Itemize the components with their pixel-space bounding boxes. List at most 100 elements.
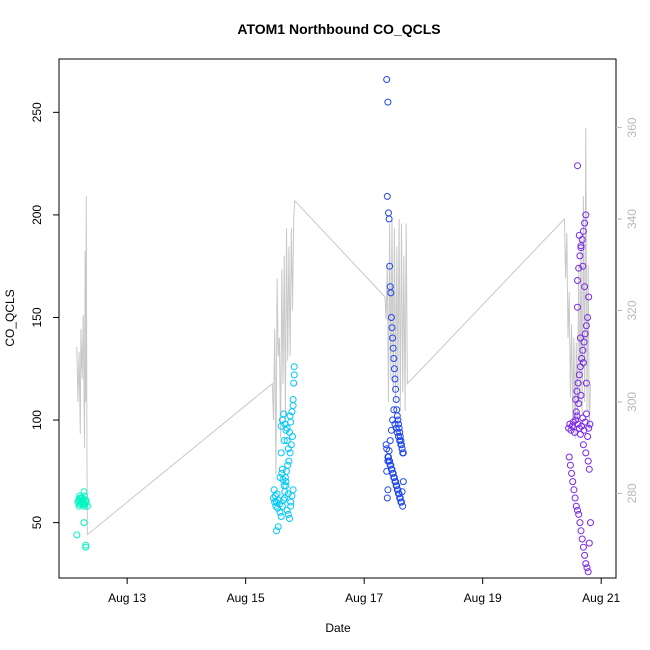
data-point-day20	[573, 412, 581, 420]
data-point-day17	[396, 428, 404, 436]
data-point-day20	[586, 420, 594, 428]
x-axis-label: Date	[325, 621, 351, 635]
y-axis-left: 50 100 150 200 250	[30, 102, 59, 529]
x-tick-label: Aug 19	[464, 591, 502, 605]
data-point-day20	[584, 314, 592, 321]
data-points-layer	[73, 76, 594, 576]
data-point-day20	[567, 426, 575, 434]
data-point-day15	[276, 474, 284, 481]
data-point-day15	[285, 457, 293, 465]
data-point-day20	[565, 453, 573, 461]
data-point-day17	[392, 385, 400, 393]
data-point-day17	[395, 420, 402, 428]
data-point-day15	[290, 379, 298, 387]
data-point-day20	[574, 420, 582, 428]
y2-tick-label: 340	[625, 209, 639, 229]
data-point-day15	[270, 486, 278, 494]
data-point-day12	[82, 541, 90, 549]
data-point-day20	[585, 293, 593, 301]
data-point-day12	[81, 492, 88, 500]
data-point-day20	[570, 486, 578, 494]
y2-tick-label: 360	[625, 117, 639, 137]
data-point-day20	[582, 560, 590, 568]
data-point-day12	[82, 543, 90, 551]
data-point-day15	[277, 449, 285, 457]
data-point-day17	[393, 412, 401, 420]
data-point-day20	[575, 371, 583, 379]
data-point-day20	[582, 211, 590, 219]
x-axis: Aug 13 Aug 15 Aug 17 Aug 19 Aug 21	[108, 578, 621, 605]
data-point-day17	[389, 469, 397, 477]
data-point-day15	[289, 396, 297, 403]
data-point-day12	[80, 488, 88, 496]
data-point-day20	[578, 236, 586, 243]
data-point-day15	[290, 363, 298, 371]
data-point-day20	[581, 283, 589, 291]
data-point-day20	[575, 510, 583, 518]
data-point-day20	[574, 506, 581, 514]
data-point-day17	[390, 365, 398, 373]
data-point-day17	[386, 262, 394, 270]
data-point-day17	[387, 461, 395, 469]
data-point-day17	[388, 465, 396, 473]
x-tick-label: Aug 17	[345, 591, 383, 605]
data-point-day17	[387, 314, 395, 321]
data-point-day17	[399, 478, 407, 486]
data-point-day20	[578, 535, 586, 543]
data-point-day20	[582, 449, 590, 457]
data-point-day20	[576, 334, 584, 342]
data-point-day20	[579, 262, 587, 270]
data-point-day17	[383, 192, 391, 200]
data-point-day15	[284, 461, 292, 469]
data-point-day15	[287, 418, 295, 426]
data-point-day20	[574, 162, 581, 170]
data-point-day20	[580, 338, 588, 346]
data-point-day17	[389, 334, 397, 342]
data-point-day17	[384, 486, 392, 494]
data-point-day17	[396, 494, 404, 502]
data-point-day20	[585, 465, 593, 473]
data-point-day15	[289, 402, 297, 410]
data-point-day20	[572, 408, 580, 416]
data-point-day17	[387, 289, 395, 297]
y-tick-label: 150	[30, 307, 44, 327]
data-point-day15	[287, 502, 295, 510]
data-point-day20	[576, 430, 584, 438]
data-point-day20	[574, 277, 581, 284]
data-point-day15	[273, 527, 280, 535]
data-point-day12	[76, 500, 84, 508]
data-point-day20	[574, 379, 582, 387]
data-point-day20	[577, 391, 585, 399]
data-point-day20	[582, 379, 590, 387]
data-point-day20	[583, 564, 591, 572]
y2-tick-label: 280	[625, 483, 639, 503]
data-point-day20	[572, 502, 580, 510]
secondary-series-line	[76, 127, 591, 536]
y-tick-label: 50	[30, 516, 44, 530]
data-point-day15	[280, 437, 288, 445]
data-point-day15	[289, 433, 296, 440]
data-point-day17	[395, 490, 403, 498]
y-tick-label: 200	[30, 205, 44, 225]
data-point-day20	[584, 457, 592, 465]
data-point-day20	[566, 461, 574, 469]
data-point-day15	[286, 449, 294, 457]
data-point-day17	[385, 209, 392, 217]
data-point-day15	[282, 482, 290, 490]
data-point-day20	[568, 469, 576, 477]
y-tick-label: 250	[30, 102, 44, 122]
y-tick-label: 100	[30, 410, 44, 430]
data-point-day20	[579, 346, 587, 354]
data-point-day12	[80, 519, 88, 527]
x-tick-label: Aug 15	[227, 591, 265, 605]
data-point-day17	[390, 474, 398, 481]
chart-title: ATOM1 Northbound CO_QCLS	[237, 21, 440, 37]
data-point-day20	[582, 410, 590, 418]
x-tick-label: Aug 13	[108, 591, 146, 605]
data-point-day15	[289, 486, 297, 494]
data-point-day20	[584, 568, 592, 576]
data-point-day20	[587, 519, 594, 527]
data-point-day20	[582, 322, 590, 330]
data-point-day17	[398, 445, 406, 453]
data-point-day17	[390, 355, 398, 362]
